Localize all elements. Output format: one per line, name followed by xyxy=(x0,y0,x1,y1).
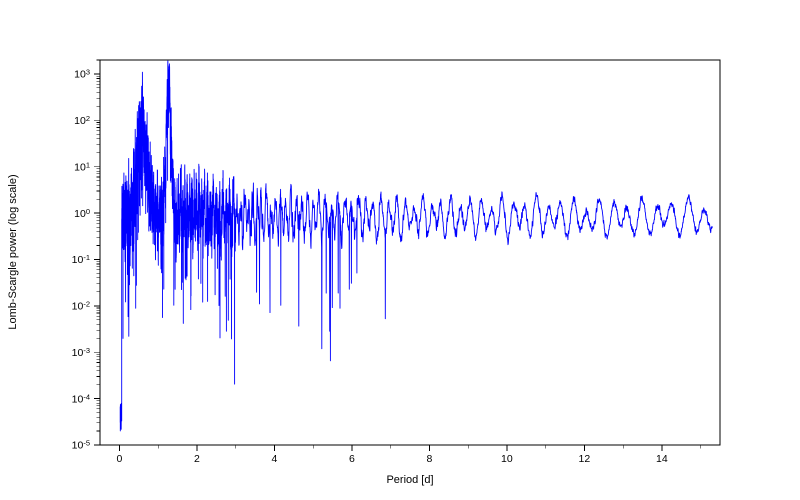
svg-text:10-3: 10-3 xyxy=(72,346,90,359)
svg-text:103: 103 xyxy=(74,68,90,81)
svg-text:4: 4 xyxy=(271,453,277,465)
svg-text:Period [d]: Period [d] xyxy=(386,474,433,486)
svg-text:10: 10 xyxy=(501,453,513,465)
svg-text:10-5: 10-5 xyxy=(72,439,90,452)
svg-text:12: 12 xyxy=(579,453,591,465)
svg-text:102: 102 xyxy=(74,114,90,127)
svg-text:8: 8 xyxy=(426,453,432,465)
svg-text:10-4: 10-4 xyxy=(72,393,90,406)
svg-text:6: 6 xyxy=(349,453,355,465)
svg-text:101: 101 xyxy=(74,161,90,174)
svg-text:0: 0 xyxy=(116,453,122,465)
svg-text:14: 14 xyxy=(656,453,668,465)
svg-text:100: 100 xyxy=(74,207,90,220)
svg-text:10-2: 10-2 xyxy=(72,300,90,313)
svg-text:2: 2 xyxy=(194,453,200,465)
svg-text:10-1: 10-1 xyxy=(72,253,90,266)
svg-text:Lomb-Scargle power (log scale): Lomb-Scargle power (log scale) xyxy=(7,174,19,329)
